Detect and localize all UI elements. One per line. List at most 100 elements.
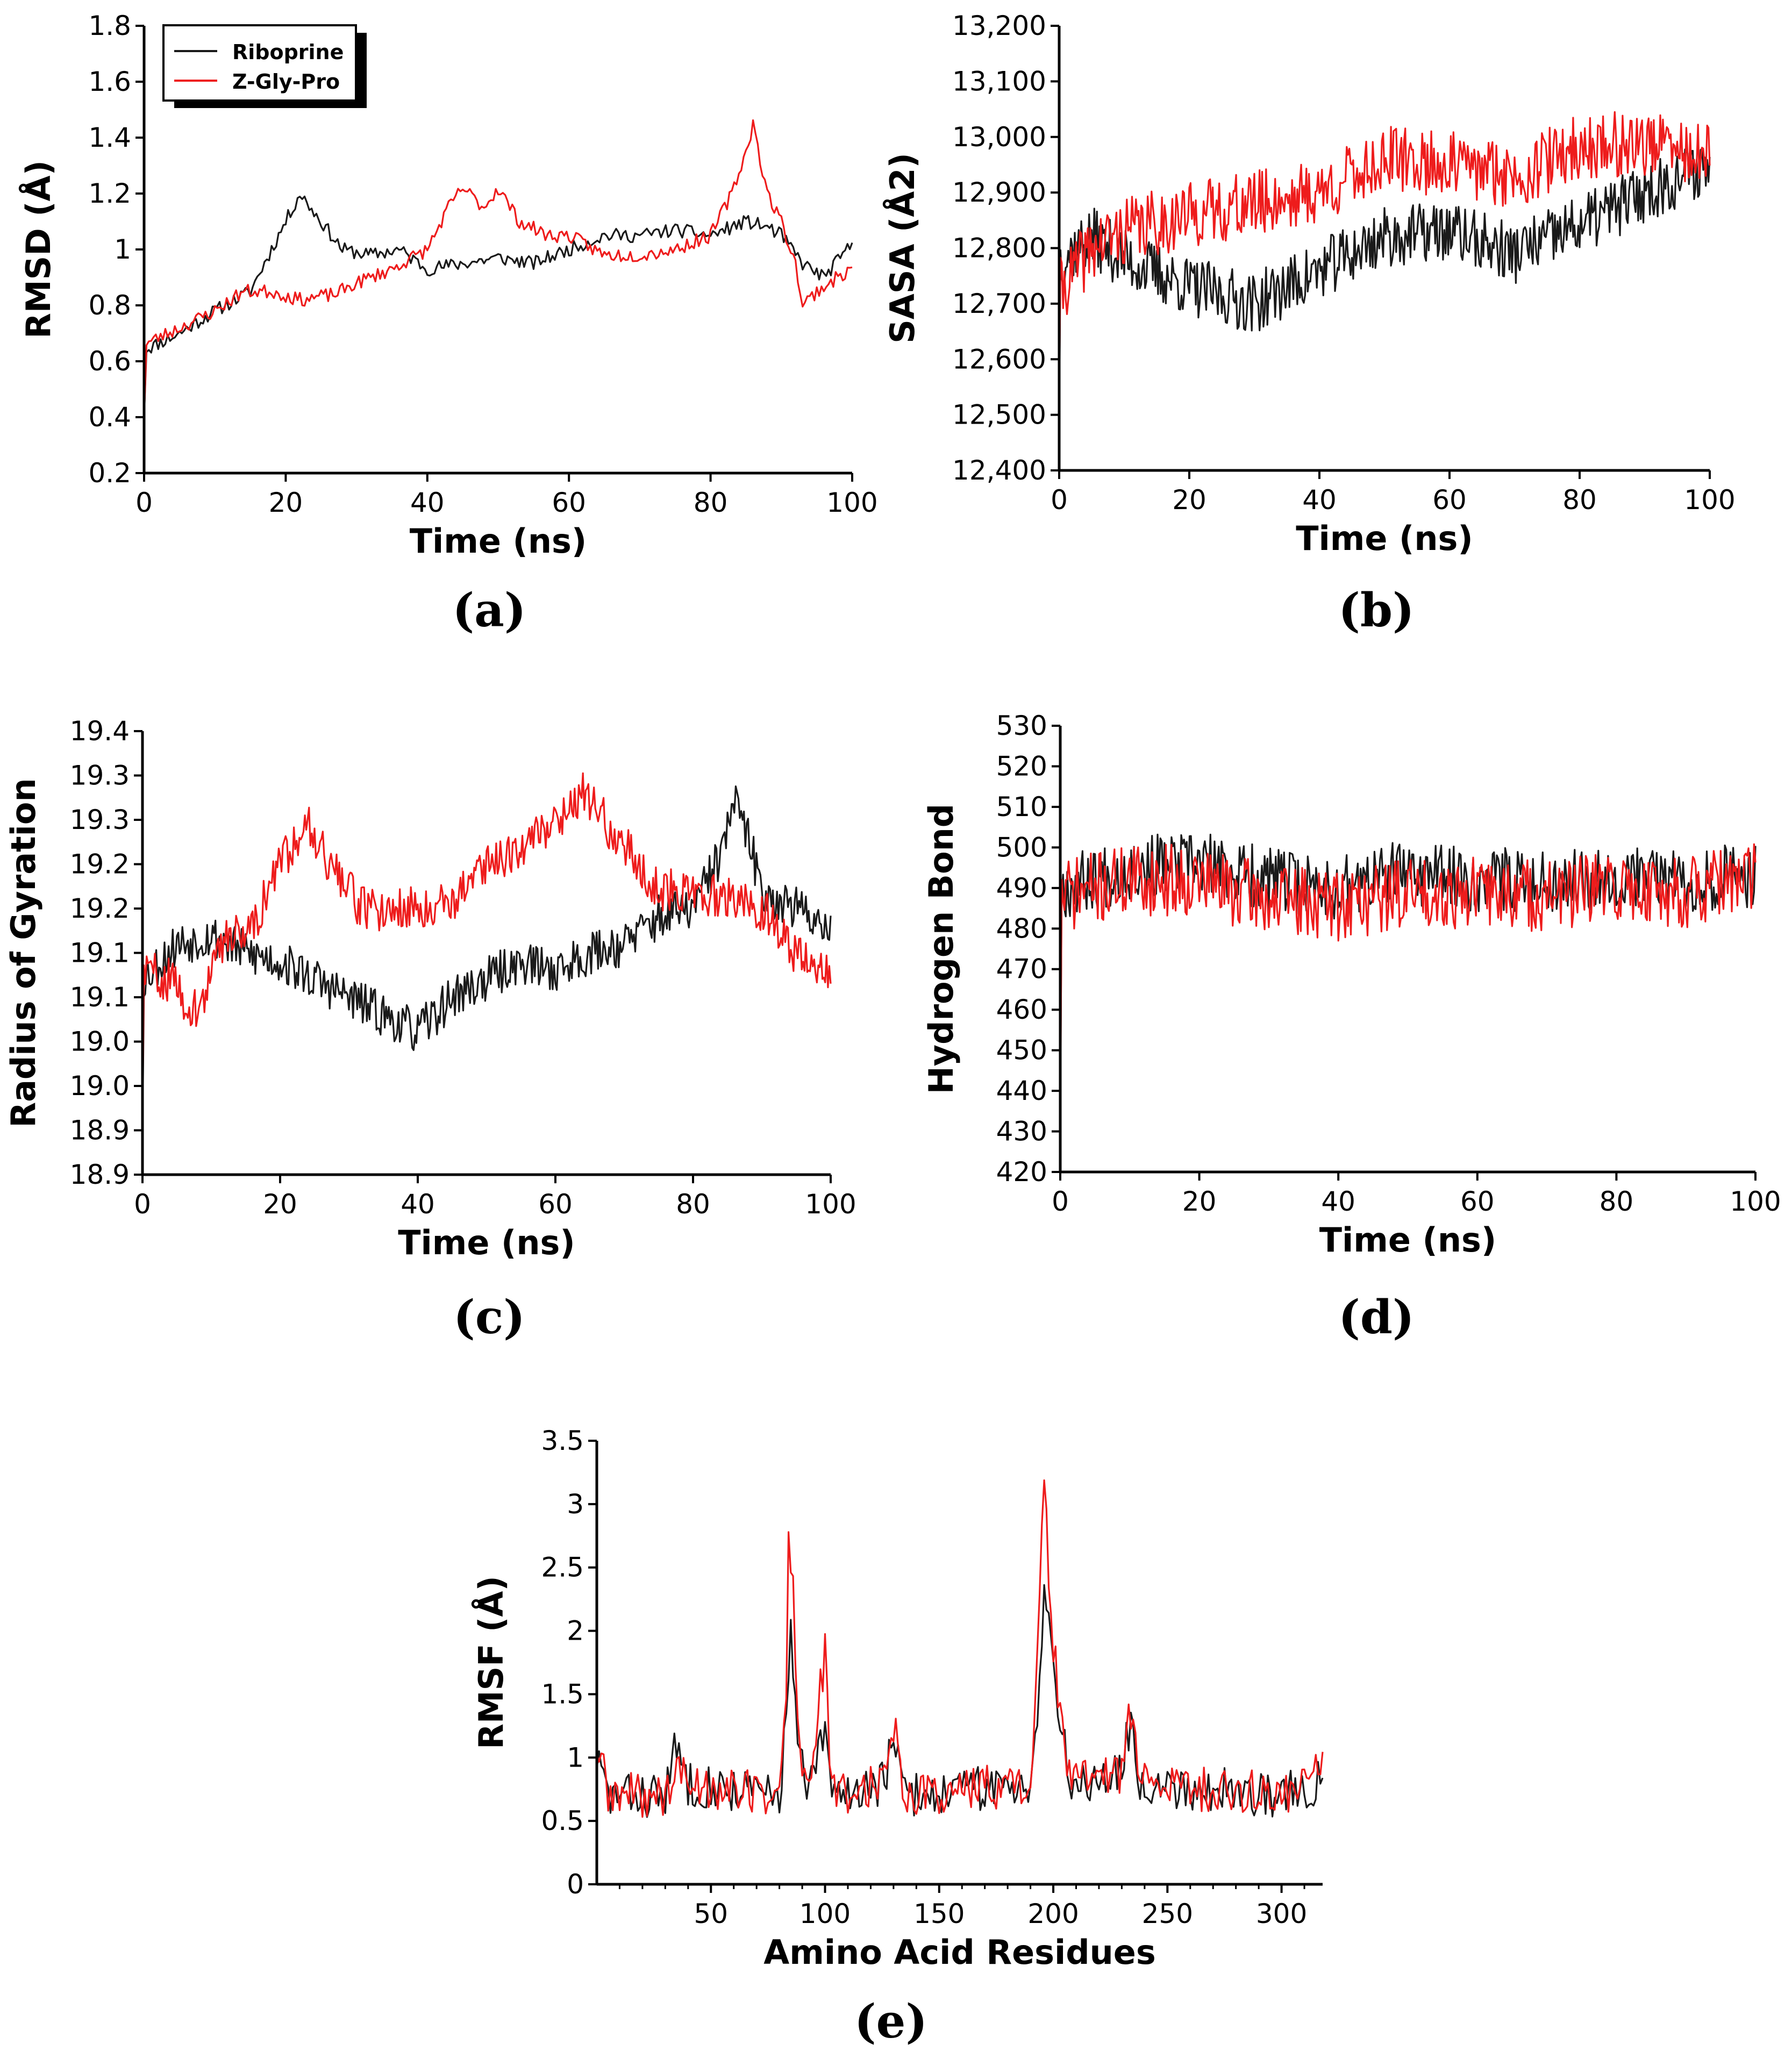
y-axis-title-b: SASA (Å2) bbox=[883, 153, 922, 344]
y-tick-label-e: 1 bbox=[567, 1742, 584, 1773]
legend-box bbox=[162, 24, 357, 102]
y-tick-label-d: 480 bbox=[996, 913, 1047, 944]
chart-panel-e: 0 0.5 1 1.5 2 2.5 3 3.5 50 100 150 200 250 300 Amino A… bbox=[472, 1425, 1324, 2049]
y-tick-label-e: 2 bbox=[567, 1615, 584, 1647]
chart-panel-a: 0.2 0.4 0.6 0.8 1 1.2 1.4 1.6 1.8 0 20 40 60 80 100 Tim… bbox=[19, 10, 878, 638]
y-tick-label-c: 18.9 bbox=[70, 1159, 130, 1190]
y-tick-label-a: 0.6 bbox=[88, 346, 131, 377]
panel-label-c: (c) bbox=[453, 1290, 525, 1345]
x-tick-label-e: 250 bbox=[1142, 1898, 1193, 1929]
y-tick-label-e: 1.5 bbox=[541, 1678, 584, 1710]
legend: Riboprine Z-Gly-Pro bbox=[162, 24, 367, 108]
y-tick-label-e: 0 bbox=[567, 1869, 584, 1900]
y-tick-label-b: 12,700 bbox=[952, 288, 1046, 319]
y-tick-label-a: 0.4 bbox=[88, 402, 131, 433]
y-tick-label-e: 0.5 bbox=[541, 1805, 584, 1836]
y-axis-title-e: RMSF (Å) bbox=[472, 1576, 511, 1749]
x-tick-label-a: 0 bbox=[135, 487, 153, 518]
y-tick-label-d: 460 bbox=[996, 994, 1047, 1025]
legend-label-zglypro: Z-Gly-Pro bbox=[232, 70, 340, 94]
x-tick-label-a: 80 bbox=[694, 487, 728, 518]
x-tick-label-a: 20 bbox=[269, 487, 303, 518]
y-tick-label-d: 420 bbox=[996, 1156, 1047, 1188]
y-tick-label-d: 510 bbox=[996, 791, 1047, 823]
series-line-z-gly-pro-d bbox=[1059, 843, 1757, 1140]
y-tick-label-c: 19.2 bbox=[70, 893, 130, 924]
x-tick-label-b: 40 bbox=[1302, 484, 1337, 516]
legend-label-riboprine: Riboprine bbox=[232, 40, 344, 64]
series-line-z-gly-pro-b bbox=[1058, 111, 1711, 404]
panel-label-a: (a) bbox=[452, 583, 526, 638]
x-tick-label-e: 200 bbox=[1027, 1898, 1079, 1929]
x-tick-label-d: 100 bbox=[1730, 1186, 1781, 1217]
panel-label-d: (d) bbox=[1338, 1290, 1415, 1345]
y-tick-label-a: 1.4 bbox=[88, 122, 131, 153]
y-tick-label-d: 500 bbox=[996, 832, 1047, 863]
x-tick-label-d: 60 bbox=[1460, 1186, 1495, 1217]
y-tick-label-b: 12,900 bbox=[952, 177, 1046, 208]
series-line-z-gly-pro-a bbox=[143, 119, 853, 418]
series-line-riboprine-a bbox=[143, 195, 853, 418]
y-tick-label-d: 520 bbox=[996, 750, 1047, 782]
y-tick-label-a: 1.6 bbox=[88, 66, 131, 97]
y-tick-label-c: 19.4 bbox=[70, 716, 130, 747]
y-tick-label-c: 19.1 bbox=[70, 938, 130, 969]
y-tick-label-c: 19.0 bbox=[70, 1026, 130, 1057]
series-line-riboprine-c bbox=[141, 785, 832, 1131]
y-axis-title-c: Radius of Gyration bbox=[4, 778, 43, 1127]
y-tick-label-d: 450 bbox=[996, 1035, 1047, 1066]
y-tick-label-b: 13,000 bbox=[952, 121, 1046, 153]
x-tick-label-b: 100 bbox=[1684, 484, 1735, 516]
series-line-z-gly-pro-e bbox=[596, 1479, 1324, 1818]
x-tick-label-c: 60 bbox=[538, 1189, 573, 1220]
y-tick-label-d: 440 bbox=[996, 1075, 1047, 1106]
chart-panel-c: 18.9 18.9 19.0 19.0 19.1 19.1 19.2 19.2 19.3 19.3… bbox=[4, 716, 856, 1345]
y-tick-label-c: 19.3 bbox=[70, 804, 130, 835]
x-tick-label-c: 80 bbox=[676, 1189, 710, 1220]
y-tick-label-b: 12,400 bbox=[952, 455, 1046, 486]
x-tick-label-d: 40 bbox=[1321, 1186, 1355, 1217]
y-tick-label-b: 13,100 bbox=[952, 66, 1046, 97]
y-tick-label-a: 1.8 bbox=[88, 10, 131, 41]
x-tick-label-e: 50 bbox=[694, 1898, 728, 1929]
x-tick-label-d: 0 bbox=[1052, 1186, 1069, 1217]
x-tick-label-d: 20 bbox=[1182, 1186, 1217, 1217]
x-tick-label-c: 20 bbox=[263, 1189, 297, 1220]
y-tick-label-d: 470 bbox=[996, 954, 1047, 985]
x-tick-label-b: 60 bbox=[1432, 484, 1467, 516]
y-tick-label-e: 2.5 bbox=[541, 1552, 584, 1583]
y-tick-label-c: 19.3 bbox=[70, 760, 130, 791]
x-tick-label-a: 60 bbox=[552, 487, 586, 518]
x-axis-title-b: Time (ns) bbox=[1296, 519, 1473, 558]
panel-label-e: (e) bbox=[854, 1994, 927, 2049]
y-tick-label-d: 530 bbox=[996, 710, 1047, 741]
x-tick-label-d: 80 bbox=[1600, 1186, 1634, 1217]
x-tick-label-e: 100 bbox=[799, 1898, 851, 1929]
x-axis-title-e: Amino Acid Residues bbox=[763, 1933, 1156, 1972]
chart-panel-d: 420 430 440 450 460 470 480 490 500 510 520 530 0 20 4… bbox=[922, 710, 1781, 1345]
x-tick-label-c: 0 bbox=[134, 1189, 151, 1220]
x-tick-label-c: 40 bbox=[401, 1189, 435, 1220]
chart-panel-b: 12,400 12,500 12,600 12,700 12,800 12,900 13,0… bbox=[883, 10, 1736, 638]
y-tick-label-a: 1.2 bbox=[88, 178, 131, 209]
series-line-riboprine-e bbox=[596, 1584, 1324, 1818]
y-tick-label-e: 3 bbox=[567, 1489, 584, 1520]
y-tick-label-b: 13,200 bbox=[952, 10, 1046, 41]
y-tick-label-a: 0.8 bbox=[88, 290, 131, 321]
y-axis-title-a: RMSD (Å) bbox=[19, 160, 58, 339]
x-tick-label-c: 100 bbox=[805, 1189, 856, 1220]
x-tick-label-b: 80 bbox=[1562, 484, 1597, 516]
series-line-riboprine-b bbox=[1058, 148, 1711, 426]
y-axis-title-d: Hydrogen Bond bbox=[922, 804, 961, 1094]
y-tick-label-b: 12,600 bbox=[952, 344, 1046, 375]
y-tick-label-b: 12,800 bbox=[952, 233, 1046, 264]
y-tick-label-c: 18.9 bbox=[70, 1115, 130, 1146]
y-tick-label-c: 19.0 bbox=[70, 1070, 130, 1102]
y-tick-label-b: 12,500 bbox=[952, 399, 1046, 431]
x-axis-title-d: Time (ns) bbox=[1319, 1220, 1497, 1260]
y-tick-label-a: 1 bbox=[114, 234, 131, 265]
y-tick-label-a: 0.2 bbox=[88, 457, 131, 489]
x-tick-label-b: 0 bbox=[1051, 484, 1068, 516]
x-axis-title-a: Time (ns) bbox=[410, 521, 587, 561]
